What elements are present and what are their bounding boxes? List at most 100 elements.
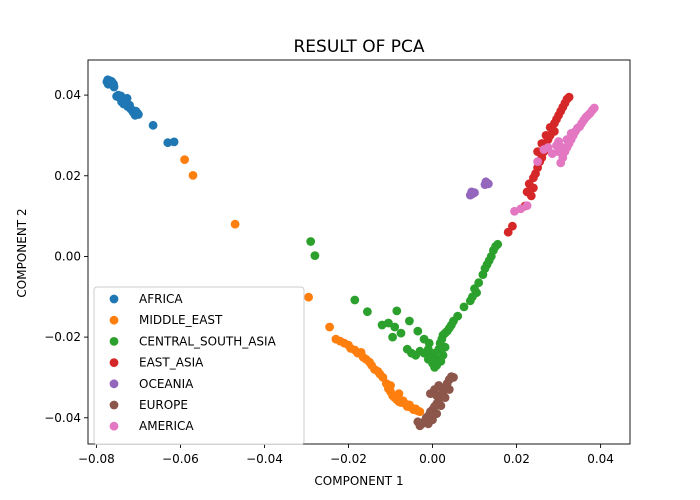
data-point <box>468 292 477 302</box>
legend-marker <box>109 400 119 410</box>
data-point <box>392 306 402 316</box>
data-point <box>109 82 119 92</box>
data-point <box>188 171 198 180</box>
data-point <box>413 417 423 427</box>
legend-label: MIDDLE_EAST <box>139 313 223 327</box>
data-point <box>117 97 126 107</box>
data-point <box>390 322 400 332</box>
data-point <box>522 201 532 211</box>
x-tick-label: 0.02 <box>503 452 530 466</box>
data-point <box>415 407 425 417</box>
data-point <box>134 110 143 119</box>
series-central-south-asia <box>306 237 503 372</box>
legend: AFRICA MIDDLE_EAST CENTRAL_SOUTH_ASIA EAST_… <box>93 286 305 445</box>
legend-entry: AMERICA <box>109 419 194 433</box>
data-point <box>350 295 360 305</box>
data-point <box>459 302 469 312</box>
legend-marker <box>109 294 119 304</box>
data-point <box>148 120 158 130</box>
y-tick-label: −0.04 <box>44 411 81 425</box>
series-middle-east <box>180 155 425 417</box>
data-point <box>541 131 551 140</box>
data-point <box>432 391 442 400</box>
x-tick-label: −0.02 <box>330 452 367 466</box>
series-america <box>510 103 599 216</box>
chart-title: RESULT OF PCA <box>293 37 424 57</box>
data-point <box>508 221 517 231</box>
legend-entry: AFRICA <box>109 292 183 306</box>
series-europe <box>413 372 458 431</box>
data-point <box>453 311 463 321</box>
data-point <box>310 251 320 260</box>
data-point <box>449 373 458 382</box>
data-point <box>440 393 450 402</box>
data-point <box>180 155 190 165</box>
data-point <box>522 187 532 197</box>
y-tick-label: 0.04 <box>54 88 81 102</box>
x-tick-label: 0.00 <box>419 452 446 466</box>
data-point <box>384 318 393 328</box>
legend-marker <box>109 358 119 367</box>
legend-entry: EAST_ASIA <box>109 356 204 370</box>
y-axis: −0.04 −0.02 0.00 0.02 0.04 <box>44 88 88 425</box>
data-point <box>405 316 414 326</box>
data-point <box>363 307 372 317</box>
data-point <box>325 322 334 332</box>
data-point <box>444 385 454 394</box>
data-point <box>430 363 439 372</box>
data-point <box>304 292 313 302</box>
legend-label: AMERICA <box>139 419 194 433</box>
x-tick-label: −0.08 <box>78 452 115 466</box>
series-africa <box>102 75 179 148</box>
data-point <box>550 126 559 136</box>
data-point <box>566 129 576 138</box>
x-tick-label: −0.04 <box>246 452 283 466</box>
legend-entry: CENTRAL_SOUTH_ASIA <box>109 334 277 348</box>
data-point <box>386 381 395 390</box>
legend-marker <box>109 337 119 346</box>
legend-entry: OCEANIA <box>109 377 194 391</box>
x-axis-label: COMPONENT 1 <box>314 474 403 488</box>
x-tick-label: −0.06 <box>162 452 199 466</box>
data-point <box>396 328 406 338</box>
data-point <box>402 344 412 354</box>
legend-label: OCEANIA <box>139 377 194 391</box>
legend-marker <box>109 379 119 389</box>
data-point <box>589 103 599 113</box>
legend-label: CENTRAL_SOUTH_ASIA <box>139 334 277 348</box>
legend-entry: EUROPE <box>109 398 188 412</box>
data-point <box>413 326 423 336</box>
data-point <box>394 389 404 398</box>
data-point <box>434 381 444 390</box>
legend-box <box>93 286 305 445</box>
data-point <box>440 342 450 352</box>
data-point <box>306 237 316 246</box>
data-point <box>436 401 446 411</box>
plot-area <box>87 59 631 445</box>
data-point <box>388 332 397 342</box>
legend-marker <box>109 421 119 431</box>
y-tick-label: 0.00 <box>54 249 81 263</box>
legend-entry: MIDDLE_EAST <box>109 313 223 327</box>
data-point <box>474 278 484 288</box>
data-point <box>533 157 542 167</box>
y-axis-label: COMPONENT 2 <box>15 208 29 297</box>
data-point <box>484 179 493 189</box>
x-axis: −0.08 −0.06 −0.04 −0.02 0.00 0.02 0.04 <box>78 444 614 466</box>
legend-label: EUROPE <box>139 398 188 412</box>
data-point <box>493 239 503 249</box>
series-oceania <box>465 177 493 200</box>
legend-label: AFRICA <box>139 292 183 306</box>
data-point <box>424 338 434 348</box>
data-point <box>467 187 476 197</box>
legend-marker <box>109 315 119 325</box>
data-point <box>169 137 179 147</box>
legend-label: EAST_ASIA <box>139 356 204 370</box>
x-tick-label: 0.04 <box>587 452 614 466</box>
data-point <box>552 141 561 150</box>
data-point <box>432 409 442 419</box>
y-tick-label: 0.02 <box>54 169 81 183</box>
plot-frame <box>87 59 631 445</box>
y-tick-label: −0.02 <box>44 330 81 344</box>
